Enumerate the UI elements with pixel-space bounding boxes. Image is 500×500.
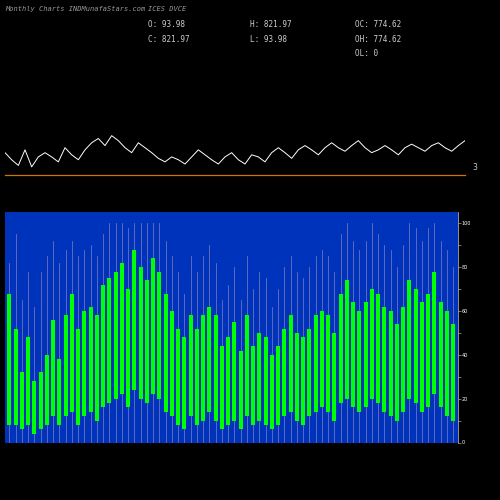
Bar xyxy=(420,302,424,412)
Bar xyxy=(95,316,99,420)
Bar xyxy=(45,355,49,425)
Bar xyxy=(364,302,368,408)
Bar xyxy=(358,311,362,412)
Bar xyxy=(388,311,392,416)
Bar xyxy=(170,311,174,416)
Bar xyxy=(64,316,68,416)
Bar xyxy=(182,338,186,430)
Bar xyxy=(176,328,180,425)
Bar xyxy=(26,338,30,425)
Bar xyxy=(301,338,305,425)
Bar xyxy=(158,272,162,398)
Bar xyxy=(408,280,412,398)
Text: H: 821.97
L: 93.98: H: 821.97 L: 93.98 xyxy=(250,20,292,44)
Bar xyxy=(451,324,455,420)
Bar xyxy=(8,294,12,425)
Bar xyxy=(245,316,249,416)
Bar xyxy=(232,322,236,420)
Text: O: 93.98
C: 821.97: O: 93.98 C: 821.97 xyxy=(148,20,189,44)
Bar xyxy=(132,250,136,390)
Bar xyxy=(345,280,349,398)
Bar xyxy=(126,289,130,408)
Bar xyxy=(326,316,330,412)
Bar xyxy=(164,294,168,412)
Bar xyxy=(151,258,155,394)
Bar xyxy=(114,272,117,398)
Bar xyxy=(70,294,74,412)
Bar xyxy=(120,263,124,394)
Bar xyxy=(76,328,80,425)
Bar xyxy=(58,360,62,425)
Bar xyxy=(195,328,199,425)
Bar xyxy=(214,316,218,420)
Bar xyxy=(320,311,324,408)
Bar xyxy=(414,289,418,403)
Bar xyxy=(14,328,18,425)
Bar xyxy=(308,328,312,416)
Bar xyxy=(426,294,430,408)
Bar xyxy=(208,306,212,412)
Bar xyxy=(82,311,86,416)
Bar xyxy=(438,302,442,408)
Bar xyxy=(238,350,242,430)
Bar xyxy=(382,306,386,412)
Bar xyxy=(395,324,399,420)
Bar xyxy=(20,372,24,430)
Text: ICES DVCE: ICES DVCE xyxy=(148,6,186,12)
Bar xyxy=(226,338,230,425)
Bar xyxy=(88,306,92,412)
Bar xyxy=(101,285,105,408)
Bar xyxy=(258,333,262,420)
Bar xyxy=(370,289,374,399)
Bar xyxy=(108,278,112,403)
Bar xyxy=(401,306,405,412)
Bar xyxy=(351,302,355,408)
Bar xyxy=(276,346,280,425)
Bar xyxy=(138,268,142,398)
Bar xyxy=(270,355,274,430)
Bar xyxy=(251,346,255,425)
Bar xyxy=(314,316,318,412)
Bar xyxy=(432,272,436,394)
Bar xyxy=(288,316,292,412)
Bar xyxy=(445,311,449,416)
Text: OC: 774.62
OH: 774.62
OL: 0: OC: 774.62 OH: 774.62 OL: 0 xyxy=(355,20,401,58)
Text: 3: 3 xyxy=(472,164,478,172)
Bar xyxy=(220,346,224,430)
Bar xyxy=(338,294,342,403)
Bar xyxy=(188,316,192,416)
Bar xyxy=(282,328,286,416)
Bar xyxy=(332,333,336,420)
Bar xyxy=(51,320,55,416)
Bar xyxy=(264,338,268,425)
Bar xyxy=(38,372,42,430)
Bar xyxy=(32,381,36,434)
Bar xyxy=(376,294,380,403)
Text: Monthly Charts INDMunafaStars.com: Monthly Charts INDMunafaStars.com xyxy=(5,6,145,12)
Bar xyxy=(145,280,149,403)
Bar xyxy=(295,333,299,420)
Bar xyxy=(201,316,205,420)
